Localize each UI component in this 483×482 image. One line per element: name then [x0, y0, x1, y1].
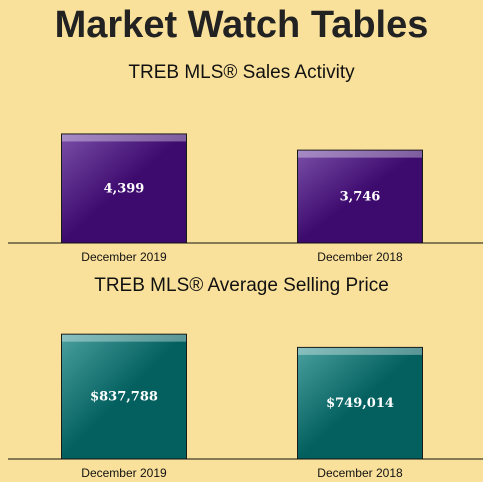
average-price-chart: TREB MLS® Average Selling Price $837,788…	[0, 273, 483, 482]
tick-label: December 2018	[317, 250, 403, 264]
data-label: $749,014	[326, 396, 394, 411]
sales-activity-chart: TREB MLS® Sales Activity 4,399 December 2…	[0, 60, 483, 270]
average-price-plot: $837,788 December 2019 $749,014 December 20…	[8, 333, 483, 480]
bar-1	[297, 346, 423, 460]
bar-0	[61, 133, 187, 244]
bar-highlight	[298, 347, 422, 355]
chart-title: TREB MLS® Average Selling Price	[94, 275, 389, 296]
tick-label: December 2018	[317, 466, 403, 480]
page-title: Market Watch Tables	[54, 4, 429, 46]
data-label: $837,788	[90, 390, 158, 405]
data-label: 4,399	[104, 181, 145, 196]
bar-highlight	[62, 134, 186, 142]
bar-1	[297, 149, 423, 244]
bar-highlight	[62, 334, 186, 342]
chart-title: TREB MLS® Sales Activity	[128, 62, 355, 83]
sales-activity-plot: 4,399 December 2019 3,746 December 2018	[8, 133, 483, 264]
tick-label: December 2019	[81, 250, 167, 264]
bar-highlight	[298, 150, 422, 158]
data-label: 3,746	[340, 190, 381, 205]
tick-label: December 2019	[81, 466, 167, 480]
